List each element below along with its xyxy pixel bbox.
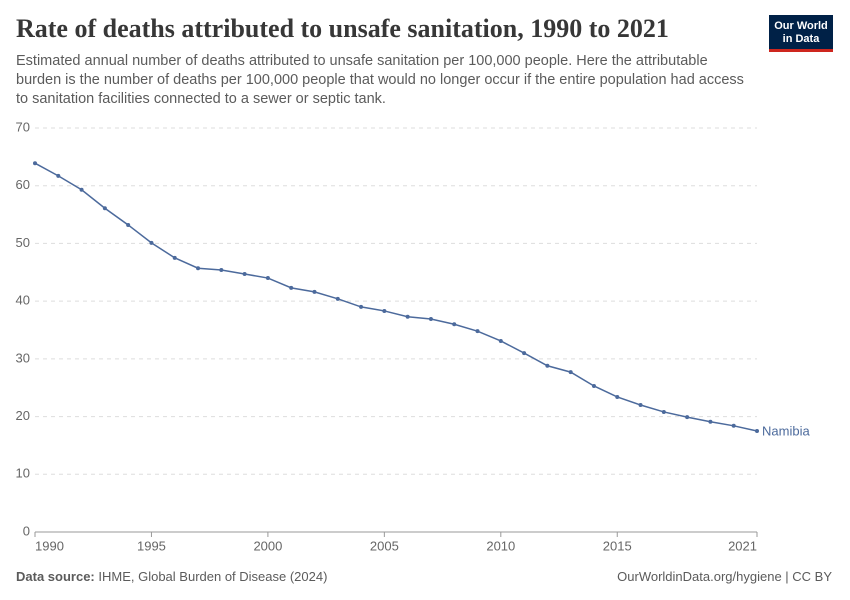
point	[359, 304, 364, 309]
source-label: Data source:	[16, 569, 95, 584]
x-tick-label: 2015	[603, 538, 632, 553]
point	[382, 308, 387, 313]
point	[498, 338, 503, 343]
y-tick-label: 70	[16, 119, 30, 134]
point	[56, 173, 61, 178]
point	[731, 423, 736, 428]
x-tick-label: 2000	[253, 538, 282, 553]
point	[149, 240, 154, 245]
point	[219, 267, 224, 272]
source-url[interactable]: OurWorldinData.org/hygiene | CC BY	[617, 569, 832, 584]
y-tick-label: 50	[16, 235, 30, 250]
chart-title: Rate of deaths attributed to unsafe sani…	[16, 14, 669, 43]
source-text: IHME, Global Burden of Disease (2024)	[98, 569, 328, 584]
point	[196, 266, 201, 271]
point	[708, 419, 713, 424]
y-tick-label: 20	[16, 408, 30, 423]
point	[335, 296, 340, 301]
y-tick-label: 10	[16, 466, 30, 481]
point	[755, 429, 759, 433]
y-tick-label: 30	[16, 350, 30, 365]
point	[545, 363, 550, 368]
point	[312, 289, 317, 294]
chart: 0 10 20 30 40 50 60 70 1990 1995 2000 2005 2010 2015 2…	[16, 119, 811, 553]
point	[591, 383, 596, 388]
point	[265, 276, 270, 281]
source: Data source: IHME, Global Burden of Dise…	[16, 569, 327, 584]
point	[638, 403, 643, 408]
point	[615, 394, 620, 399]
point	[172, 255, 177, 260]
point	[522, 351, 527, 356]
point	[685, 415, 690, 420]
chart-subtitle: Estimated annual number of deaths attrib…	[16, 53, 744, 107]
point	[126, 222, 131, 227]
x-tick-label: 1990	[35, 538, 64, 553]
y-tick-label: 60	[16, 177, 30, 192]
series-label: Namibia	[762, 423, 810, 438]
point	[475, 329, 480, 334]
point	[661, 409, 666, 414]
x-tick-label: 2010	[486, 538, 515, 553]
x-tick-label: 1995	[137, 538, 166, 553]
point	[289, 285, 294, 290]
point	[242, 272, 247, 277]
x-tick-label: 2005	[370, 538, 399, 553]
point	[405, 314, 410, 319]
logo[interactable]: Our World in Data	[769, 15, 833, 52]
line	[34, 162, 758, 432]
point	[568, 370, 573, 375]
x-tick-label: 2021	[728, 538, 757, 553]
y-tick-label: 0	[23, 523, 30, 538]
point	[102, 206, 107, 211]
point	[452, 322, 457, 327]
point	[428, 317, 433, 322]
y-tick-label: 40	[16, 293, 30, 308]
point	[79, 187, 84, 192]
point	[33, 161, 37, 166]
